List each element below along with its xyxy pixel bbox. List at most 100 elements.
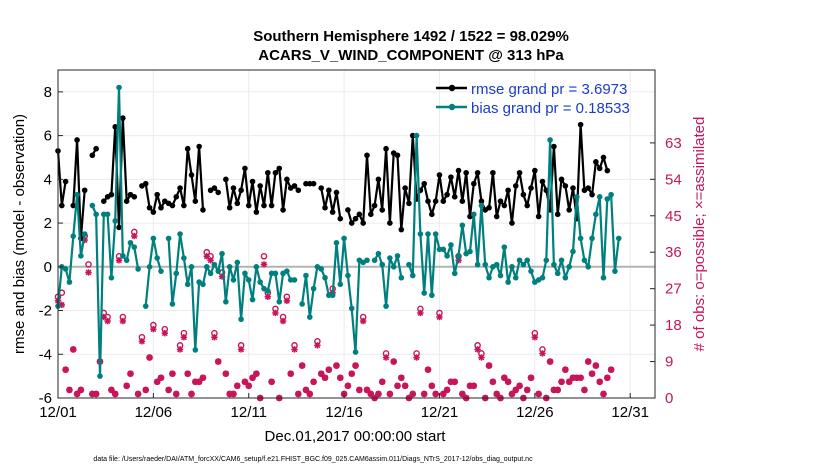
point-bias xyxy=(593,211,599,218)
point-rmse xyxy=(459,198,466,204)
y-tick-label: -6 xyxy=(39,390,52,407)
point-rmse xyxy=(577,121,584,128)
point-rmse xyxy=(181,202,187,209)
point-rmse xyxy=(238,187,244,194)
obs-assimilated-marker xyxy=(131,232,138,240)
point-rmse xyxy=(486,204,492,211)
obs-assimilated-stroke xyxy=(394,382,401,389)
obs-assimilated-marker xyxy=(485,362,493,369)
point-rmse xyxy=(589,191,595,198)
obs-assimilated-marker xyxy=(409,390,416,398)
point-rmse xyxy=(375,176,382,183)
obs-assimilated-marker xyxy=(264,293,272,300)
obs-assimilated-marker xyxy=(321,374,329,381)
chart-title-line1: Southern Hemisphere 1492 / 1522 = 98.029… xyxy=(253,28,569,45)
y-tick-label: 4 xyxy=(44,171,52,188)
point-bias xyxy=(364,257,370,264)
point-bias xyxy=(74,191,80,198)
point-bias xyxy=(497,272,504,279)
obs-assimilated-marker xyxy=(272,309,279,317)
point-rmse xyxy=(116,224,122,231)
point-rmse xyxy=(150,209,157,215)
point-bias xyxy=(493,261,500,268)
obs-assimilated-marker xyxy=(333,362,340,369)
point-rmse xyxy=(154,191,160,198)
obs-assimilated-stroke xyxy=(165,386,172,393)
point-rmse xyxy=(398,226,405,233)
obs-assimilated-marker xyxy=(70,346,77,353)
obs-assimilated-stroke xyxy=(272,310,279,316)
right-tick-label: 63 xyxy=(665,135,682,152)
obs-assimilated-marker xyxy=(596,378,603,386)
point-rmse xyxy=(322,204,328,211)
obs-assimilated-stroke xyxy=(299,362,306,369)
point-bias xyxy=(127,239,134,246)
obs-assimilated-marker xyxy=(508,390,516,398)
obs-assimilated-marker xyxy=(413,354,420,361)
point-rmse xyxy=(268,202,275,209)
point-bias xyxy=(471,211,477,218)
obs-assimilated-marker xyxy=(325,366,333,373)
point-rmse xyxy=(242,165,248,172)
obs-assimilated-marker xyxy=(539,350,546,357)
obs-assimilated-marker xyxy=(375,390,382,398)
obs-assimilated-marker xyxy=(398,374,405,381)
obs-assimilated-marker xyxy=(390,358,397,365)
obs-assimilated-stroke xyxy=(314,342,321,349)
obs-assimilated-stroke xyxy=(600,391,607,397)
obs-assimilated-stroke xyxy=(451,378,458,385)
point-bias xyxy=(562,274,569,281)
point-rmse xyxy=(230,185,237,191)
obs-assimilated-marker xyxy=(382,354,390,361)
point-bias xyxy=(249,296,256,303)
point-bias xyxy=(120,253,126,259)
obs-assimilated-marker xyxy=(577,374,584,381)
point-bias xyxy=(547,137,553,143)
obs-assimilated-marker xyxy=(104,317,111,325)
obs-assimilated-marker xyxy=(62,366,69,373)
obs-assimilated-stroke xyxy=(383,354,389,361)
obs-assimilated-stroke xyxy=(356,386,363,393)
obs-assimilated-marker xyxy=(134,390,142,398)
obs-assimilated-stroke xyxy=(104,318,111,324)
point-rmse xyxy=(490,169,496,176)
point-rmse xyxy=(81,187,88,194)
obs-assimilated-marker xyxy=(592,362,600,369)
right-tick-label: 45 xyxy=(665,208,682,225)
point-bias xyxy=(215,268,222,274)
obs-assimilated-stroke xyxy=(493,391,500,397)
obs-assimilated-stroke xyxy=(428,382,435,389)
point-bias xyxy=(524,257,531,264)
obs-assimilated-stroke xyxy=(131,233,138,239)
point-bias xyxy=(211,261,218,268)
point-rmse xyxy=(177,185,183,191)
obs-assimilated-stroke xyxy=(318,370,325,377)
point-bias xyxy=(112,218,119,224)
point-bias xyxy=(135,266,141,272)
obs-assimilated-marker xyxy=(188,390,195,398)
point-rmse xyxy=(520,191,527,198)
point-bias xyxy=(558,257,565,264)
obs-assimilated-marker xyxy=(66,386,73,394)
x-tick-label: 12/26 xyxy=(516,404,554,421)
point-bias xyxy=(486,274,492,281)
point-bias xyxy=(482,261,489,268)
point-bias xyxy=(291,277,298,283)
point-rmse xyxy=(245,202,252,209)
obs-assimilated-marker xyxy=(432,390,439,398)
point-rmse xyxy=(368,211,374,218)
obs-assimilated-stroke xyxy=(112,391,119,397)
point-rmse xyxy=(493,213,500,220)
obs-assimilated-marker xyxy=(607,366,615,373)
point-rmse xyxy=(562,183,569,189)
point-rmse xyxy=(516,169,523,176)
obs-assimilated-marker xyxy=(184,370,191,377)
point-rmse xyxy=(604,167,611,174)
obs-assimilated-stroke xyxy=(150,326,157,333)
obs-assimilated-stroke xyxy=(608,366,615,373)
point-bias xyxy=(554,270,561,277)
obs-assimilated-marker xyxy=(417,309,424,317)
obs-assimilated-stroke xyxy=(421,391,428,397)
point-rmse xyxy=(234,200,241,207)
